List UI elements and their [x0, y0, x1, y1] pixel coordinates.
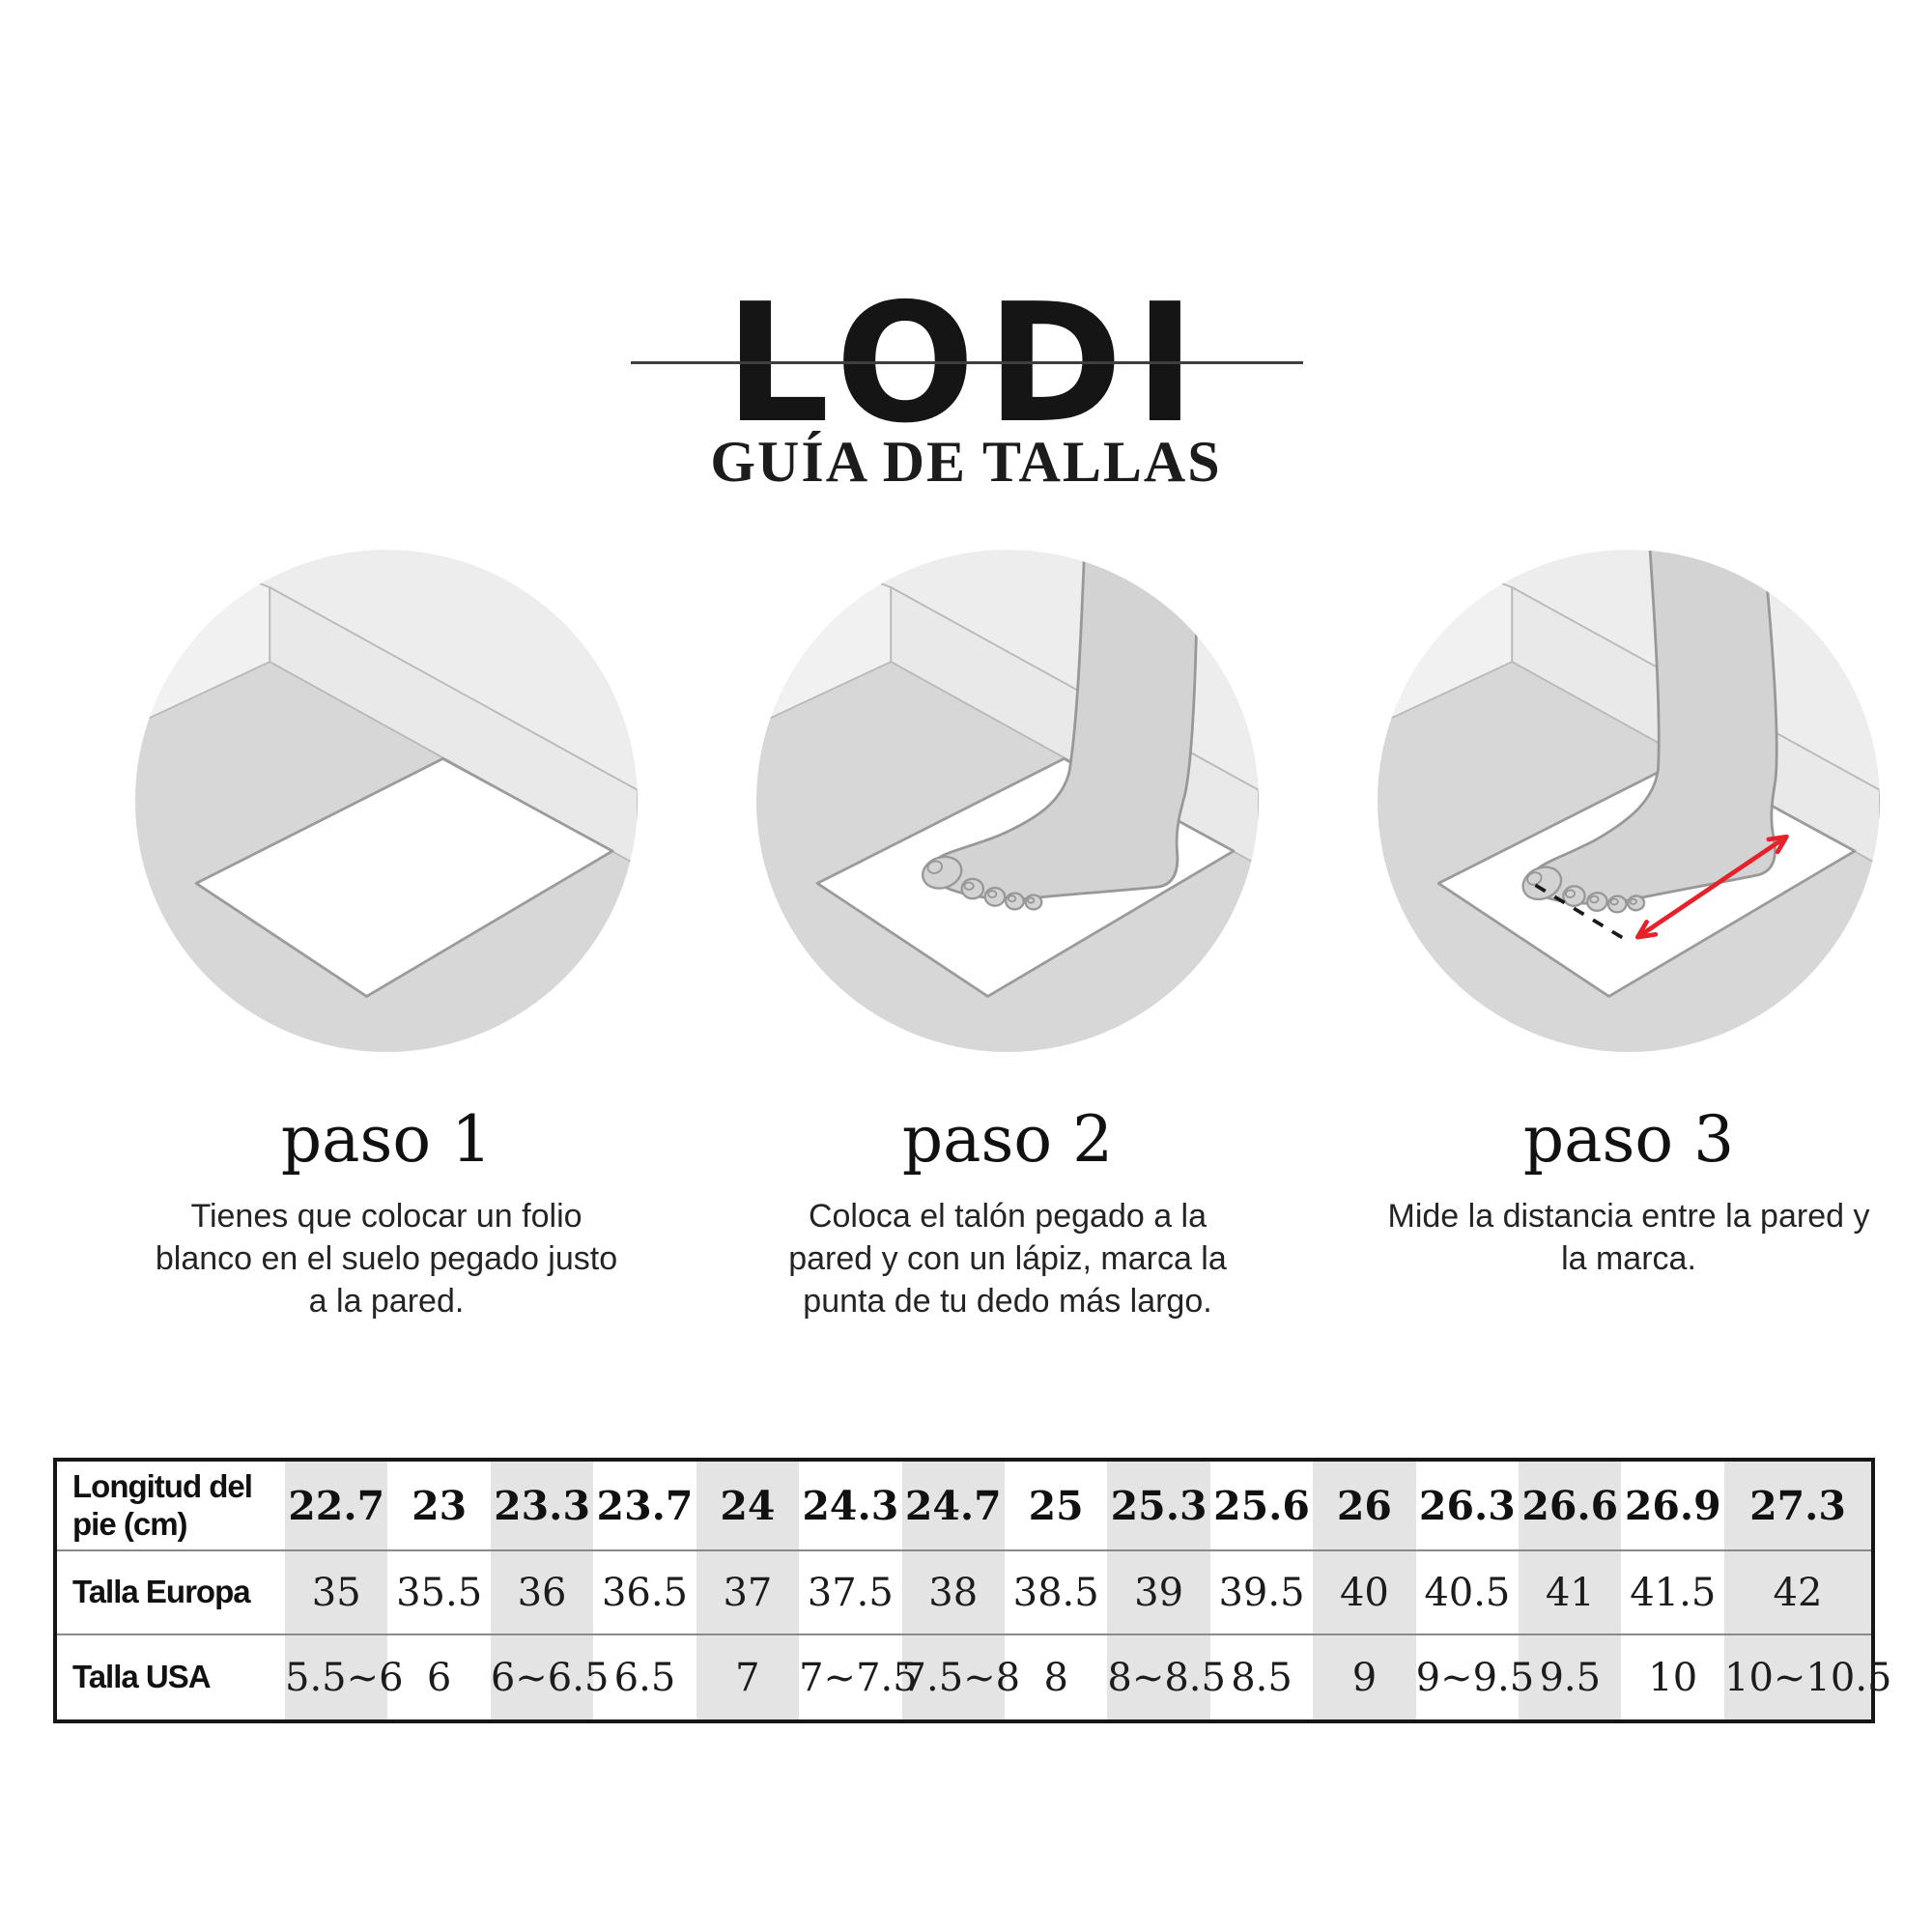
size-cell: 6.5: [593, 1634, 696, 1721]
table-row: Talla Europa 35 35.5 36 36.5 37 37.5 38 38.5 39 39…: [55, 1549, 1873, 1634]
step1-description: Tienes que colocar un folio blanco en el…: [156, 1195, 617, 1323]
size-cell: 9: [1313, 1634, 1416, 1721]
desc-line: punta de tu dedo más largo.: [803, 1283, 1212, 1321]
step1-illustration: [135, 550, 638, 1052]
pencil-mark-dashed-line: [1534, 883, 1632, 945]
desc-line: a la pared.: [308, 1283, 465, 1321]
size-cell: 39: [1107, 1549, 1210, 1634]
size-cell: 23.3: [490, 1460, 594, 1550]
size-cell: 24.7: [901, 1460, 1005, 1550]
step-2: paso 2 Coloca el talón pegado a la pared…: [698, 550, 1317, 1323]
row-header: Talla Europa: [55, 1549, 285, 1634]
step3-description: Mide la distancia entre la pared y la ma…: [1388, 1195, 1870, 1280]
size-cell: 41.5: [1621, 1549, 1724, 1634]
room-scene: [1378, 550, 1880, 1052]
room-scene: [135, 550, 638, 1052]
size-cell: 9~9.5: [1415, 1634, 1534, 1721]
size-cell: 8: [1004, 1634, 1108, 1721]
desc-line: Mide la distancia entre la pared y: [1387, 1198, 1870, 1235]
table-row: Longitud del pie (cm) 22.7 23 23.3 23.7 24 24.…: [55, 1460, 1873, 1550]
page-title: GUÍA DE TALLAS: [710, 429, 1222, 494]
size-cell: 26.9: [1624, 1482, 1721, 1529]
size-cell: 6~6.5: [490, 1634, 609, 1721]
size-cell: 40.5: [1415, 1549, 1520, 1634]
size-cell: 35.5: [387, 1549, 491, 1634]
step2-title: paso 2: [901, 1102, 1114, 1177]
size-cell: 23: [412, 1482, 468, 1529]
size-cell: 23.7: [596, 1482, 694, 1529]
desc-line: Tienes que colocar un folio: [190, 1198, 582, 1235]
size-cell: 7: [696, 1634, 800, 1721]
size-cell: 38: [901, 1549, 1005, 1634]
size-cell: 24: [696, 1460, 800, 1550]
size-cell: 24.3: [802, 1482, 899, 1529]
size-cell: 39.5: [1209, 1549, 1314, 1634]
size-cell: 38.5: [1004, 1549, 1108, 1634]
size-cell: 41: [1519, 1549, 1622, 1634]
measure-arrow-icon: [1634, 834, 1789, 940]
size-cell: 26: [1313, 1460, 1416, 1550]
step3-title: paso 3: [1522, 1102, 1735, 1177]
size-cell: 25.3: [1107, 1460, 1210, 1550]
size-cell: 5.5~6: [285, 1634, 404, 1721]
size-cell: 7.5~8: [901, 1634, 1020, 1721]
step-1: paso 1 Tienes que colocar un folio blanc…: [77, 550, 696, 1323]
size-cell: 26.3: [1418, 1482, 1516, 1529]
size-cell: 9.5: [1519, 1634, 1622, 1721]
row-header: Talla USA: [55, 1634, 285, 1721]
size-cell: 37: [696, 1549, 800, 1634]
size-cell: 6: [387, 1634, 491, 1721]
step2-description: Coloca el talón pegado a la pared y con …: [788, 1195, 1227, 1323]
step1-title: paso 1: [280, 1102, 493, 1177]
desc-line: la marca.: [1561, 1240, 1696, 1278]
size-cell: 25.6: [1213, 1482, 1310, 1529]
size-table-body: Longitud del pie (cm) 22.7 23 23.3 23.7 24 24.…: [55, 1460, 1891, 1721]
row-header: Longitud del pie (cm): [72, 1467, 253, 1542]
size-cell: 26.6: [1519, 1460, 1622, 1550]
desc-line: blanco en el suelo pegado justo: [155, 1240, 618, 1278]
size-cell: 40: [1313, 1549, 1416, 1634]
size-cell: 37.5: [799, 1549, 902, 1634]
brand-underline: [631, 361, 1303, 364]
size-cell: 10~10.5: [1724, 1634, 1891, 1721]
step3-illustration: [1378, 550, 1880, 1052]
step-3: paso 3 Mide la distancia entre la pared …: [1320, 550, 1932, 1280]
size-cell: 27.3: [1724, 1460, 1873, 1550]
size-cell: 22.7: [285, 1460, 388, 1550]
desc-line: Coloca el talón pegado a la: [808, 1198, 1208, 1235]
size-table: Longitud del pie (cm) 22.7 23 23.3 23.7 24 24.…: [53, 1458, 1891, 1723]
size-cell: 25: [1028, 1482, 1084, 1529]
table-row: Talla USA 5.5~6 6 6~6.5 6.5 7 7~7.5 7.5~8 8 8~8.5…: [55, 1634, 1891, 1721]
size-cell: 10: [1621, 1634, 1724, 1721]
size-cell: 8.5: [1209, 1634, 1314, 1721]
size-cell: 36.5: [593, 1549, 696, 1634]
desc-line: pared y con un lápiz, marca la: [788, 1240, 1227, 1278]
step2-illustration: [756, 550, 1259, 1052]
size-cell: 8~8.5: [1107, 1634, 1226, 1721]
size-cell: 36: [490, 1549, 594, 1634]
size-cell: 42: [1724, 1549, 1873, 1634]
size-cell: 7~7.5: [799, 1634, 918, 1721]
size-cell: 35: [285, 1549, 388, 1634]
